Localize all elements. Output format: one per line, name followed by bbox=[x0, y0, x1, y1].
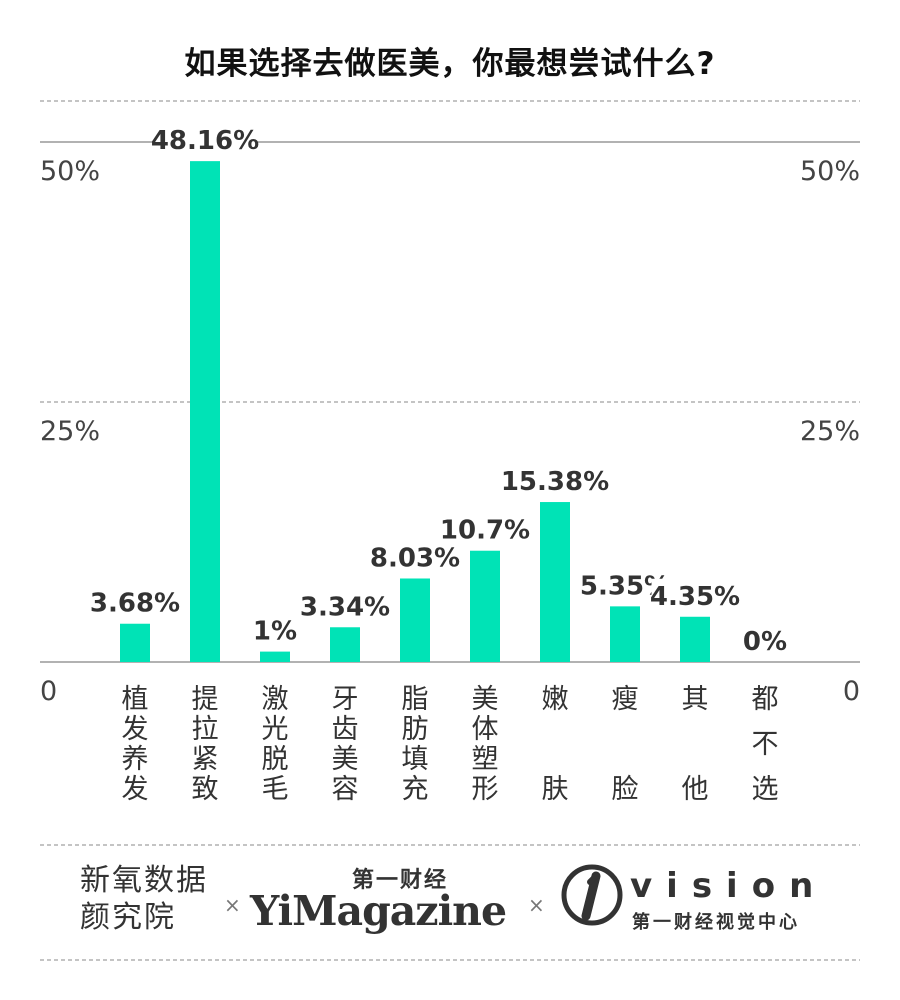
value-label-8: 4.35% bbox=[650, 582, 740, 612]
bar-2 bbox=[260, 651, 290, 662]
category-label-5-char-2: 塑 bbox=[472, 744, 499, 775]
category-label-0-char-1: 发 bbox=[122, 714, 149, 745]
value-label-bg-3 bbox=[301, 589, 389, 622]
category-label-3-char-0: 牙 bbox=[332, 684, 359, 715]
category-label-3-char-1: 齿 bbox=[332, 714, 359, 745]
bar-5 bbox=[470, 550, 500, 662]
y-tick-right-25: 25% bbox=[800, 416, 860, 447]
bar-3 bbox=[330, 627, 360, 662]
value-label-0: 3.68% bbox=[90, 589, 180, 619]
category-label-0-char-2: 养 bbox=[122, 744, 149, 775]
value-label-3: 3.34% bbox=[300, 592, 390, 622]
category-label-6-char-1: 肤 bbox=[542, 774, 569, 805]
value-label-5: 10.7% bbox=[440, 516, 530, 546]
category-label-9-char-1: 不 bbox=[752, 729, 779, 760]
category-label-2-char-1: 光 bbox=[262, 714, 289, 745]
value-label-1: 48.16% bbox=[151, 126, 259, 156]
category-label-3-char-3: 容 bbox=[332, 774, 359, 805]
value-label-bg-9 bbox=[744, 624, 786, 656]
value-label-bg-1 bbox=[154, 123, 256, 156]
value-label-bg-0 bbox=[91, 585, 179, 618]
category-label-1-char-2: 紧 bbox=[192, 744, 219, 775]
y-tick-left-0: 0 bbox=[40, 676, 57, 707]
category-label-4-char-0: 脂 bbox=[402, 684, 429, 715]
category-label-1-char-0: 提 bbox=[192, 684, 219, 715]
category-label-8-char-0: 其 bbox=[682, 684, 709, 715]
category-label-0-char-3: 发 bbox=[122, 774, 149, 805]
category-label-9-char-0: 都 bbox=[752, 684, 779, 715]
category-label-5-char-0: 美 bbox=[472, 684, 499, 715]
bar-0 bbox=[120, 623, 150, 662]
category-label-4-char-3: 充 bbox=[402, 774, 429, 805]
y-tick-right-50: 50% bbox=[800, 156, 860, 187]
value-label-bg-5 bbox=[441, 512, 529, 545]
bar-4 bbox=[400, 578, 430, 662]
category-label-1-char-1: 拉 bbox=[192, 714, 219, 745]
value-label-bg-8 bbox=[651, 578, 739, 611]
category-label-8-char-1: 他 bbox=[682, 774, 709, 805]
category-label-9-char-2: 选 bbox=[752, 774, 779, 805]
bar-7 bbox=[610, 606, 640, 662]
value-label-bg-2 bbox=[254, 613, 296, 646]
bar-6 bbox=[540, 502, 570, 662]
y-tick-left-25: 25% bbox=[40, 416, 100, 447]
chart-title: 如果选择去做医美，你最想尝试什么? bbox=[184, 46, 716, 82]
category-label-4-char-1: 肪 bbox=[402, 714, 429, 745]
bar-1 bbox=[190, 161, 220, 663]
category-label-1-char-3: 致 bbox=[192, 774, 219, 805]
category-label-3-char-2: 美 bbox=[332, 744, 359, 775]
category-label-0-char-0: 植 bbox=[122, 684, 149, 715]
bar-8 bbox=[680, 616, 710, 662]
category-label-5-char-3: 形 bbox=[472, 774, 499, 805]
category-label-5-char-1: 体 bbox=[472, 714, 499, 745]
category-label-2-char-2: 脱 bbox=[262, 744, 289, 775]
category-label-6-char-0: 嫩 bbox=[542, 684, 569, 715]
y-tick-right-0: 0 bbox=[843, 676, 860, 707]
value-label-6: 15.38% bbox=[501, 467, 609, 497]
category-label-2-char-0: 激 bbox=[262, 684, 289, 715]
value-label-2: 1% bbox=[253, 617, 297, 647]
value-label-4: 8.03% bbox=[370, 543, 460, 573]
category-label-2-char-3: 毛 bbox=[262, 774, 289, 805]
category-label-7-char-0: 瘦 bbox=[612, 684, 639, 715]
value-label-bg-6 bbox=[504, 464, 606, 497]
category-label-4-char-2: 填 bbox=[402, 744, 429, 775]
category-label-7-char-1: 脸 bbox=[612, 774, 639, 805]
value-label-bg-4 bbox=[371, 540, 459, 573]
y-tick-left-50: 50% bbox=[40, 156, 100, 187]
value-label-9: 0% bbox=[743, 627, 787, 657]
